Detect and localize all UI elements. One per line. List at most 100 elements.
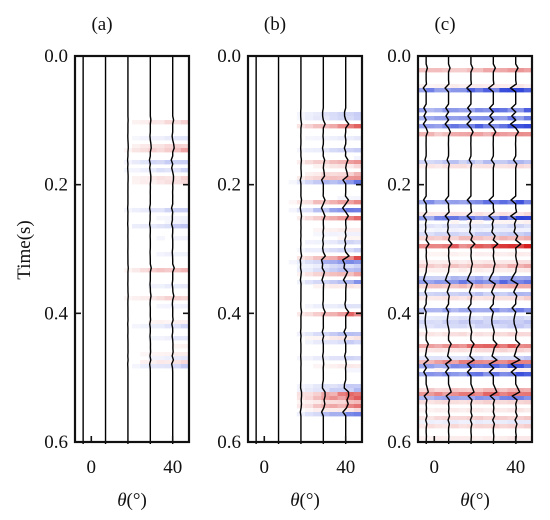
amplitude-cell [140, 224, 149, 229]
amplitude-cell [313, 392, 322, 397]
amplitude-cell [491, 408, 500, 413]
amplitude-cell [418, 236, 427, 241]
amplitude-cell [458, 408, 468, 413]
amplitude-cell [132, 324, 141, 329]
amplitude-cell [515, 212, 525, 217]
amplitude-cell [321, 216, 330, 221]
amplitude-cell [337, 264, 347, 269]
amplitude-cell [450, 308, 460, 313]
amplitude-cell [418, 316, 427, 321]
amplitude-cell [418, 116, 427, 121]
amplitude-cell [426, 268, 435, 273]
amplitude-cell [426, 436, 435, 441]
amplitude-cell [418, 372, 427, 377]
amplitude-cell [442, 232, 451, 237]
amplitude-cell [345, 396, 355, 401]
amplitude-cell [345, 208, 355, 213]
amplitude-cell [321, 304, 330, 309]
amplitude-cell [475, 344, 484, 349]
amplitude-cell [434, 212, 443, 217]
amplitude-cell [140, 160, 149, 165]
amplitude-cell [491, 88, 500, 93]
amplitude-cell [458, 364, 468, 369]
trace-7 [444, 56, 453, 444]
amplitude-cell [156, 120, 165, 125]
amplitude-cell [321, 136, 330, 141]
amplitude-cell [434, 296, 443, 301]
amplitude-cell [499, 260, 508, 265]
amplitude-cell [483, 232, 492, 237]
amplitude-cell [475, 276, 484, 281]
amplitude-cell [450, 264, 460, 269]
amplitude-cell [353, 268, 362, 273]
amplitude-cell [345, 256, 355, 261]
amplitude-cell [450, 244, 460, 249]
amplitude-cell [523, 228, 532, 233]
amplitude-cell [475, 332, 484, 337]
amplitude-cell [458, 232, 468, 237]
amplitude-cell [313, 112, 322, 117]
amplitude-cell [156, 216, 165, 221]
amplitude-cell [515, 324, 525, 329]
amplitude-cell [321, 384, 330, 389]
panel-label: (c) [434, 14, 455, 35]
amplitude-cell [475, 108, 484, 113]
amplitude-cell [353, 412, 362, 417]
amplitude-cell [418, 124, 427, 129]
amplitude-cell [337, 356, 347, 361]
amplitude-cell [172, 360, 182, 365]
amplitude-cell [442, 280, 451, 285]
amplitude-cell [353, 392, 362, 397]
amplitude-cell [426, 232, 435, 237]
amplitude-cell [156, 364, 165, 369]
amplitude-cell [523, 284, 532, 289]
amplitude-cell [507, 436, 517, 441]
amplitude-cell [466, 108, 476, 113]
amplitude-cell [305, 332, 314, 337]
amplitude-cell [321, 148, 330, 153]
amplitude-cell [450, 216, 460, 221]
amplitude-cell [329, 136, 338, 141]
amplitude-cell [305, 124, 314, 129]
amplitude-cell [483, 292, 492, 297]
amplitude-cell [180, 148, 189, 153]
amplitude-cell [418, 224, 427, 229]
amplitude-cell [305, 268, 314, 273]
amplitude-cell [458, 316, 468, 321]
amplitude-cell [305, 392, 314, 397]
amplitude-cell [337, 332, 347, 337]
amplitude-cell [499, 368, 508, 373]
amplitude-cell [458, 348, 468, 353]
amplitude-cell [140, 324, 149, 329]
amplitude-cell [507, 388, 517, 393]
amplitude-cell [164, 168, 174, 173]
amplitude-cell [329, 304, 338, 309]
amplitude-cell [434, 364, 443, 369]
amplitude-cell [434, 200, 443, 205]
amplitude-cell [148, 224, 157, 229]
amplitude-cell [329, 148, 338, 153]
x-tick-label: 40 [336, 457, 355, 478]
amplitude-cell [353, 148, 362, 153]
amplitude-cell [483, 124, 492, 129]
amplitude-cell [475, 216, 484, 221]
amplitude-cell [450, 260, 460, 265]
amplitude-cell [305, 248, 314, 253]
amplitude-cell [156, 180, 165, 185]
amplitude-cell [321, 268, 330, 273]
amplitude-cell [499, 220, 508, 225]
amplitude-cell [507, 280, 517, 285]
amplitude-cell [337, 236, 347, 241]
amplitude-cell [313, 408, 322, 413]
amplitude-cell [507, 252, 517, 257]
amplitude-cell [515, 396, 525, 401]
amplitude-cell [499, 364, 508, 369]
amplitude-cell [523, 388, 532, 393]
amplitude-cell [337, 116, 347, 121]
amplitude-cell [442, 356, 451, 361]
amplitude-cell [426, 108, 435, 113]
amplitude-cell [507, 108, 517, 113]
amplitude-cell [418, 68, 427, 73]
amplitude-cell [507, 132, 517, 137]
amplitude-cell [523, 260, 532, 265]
